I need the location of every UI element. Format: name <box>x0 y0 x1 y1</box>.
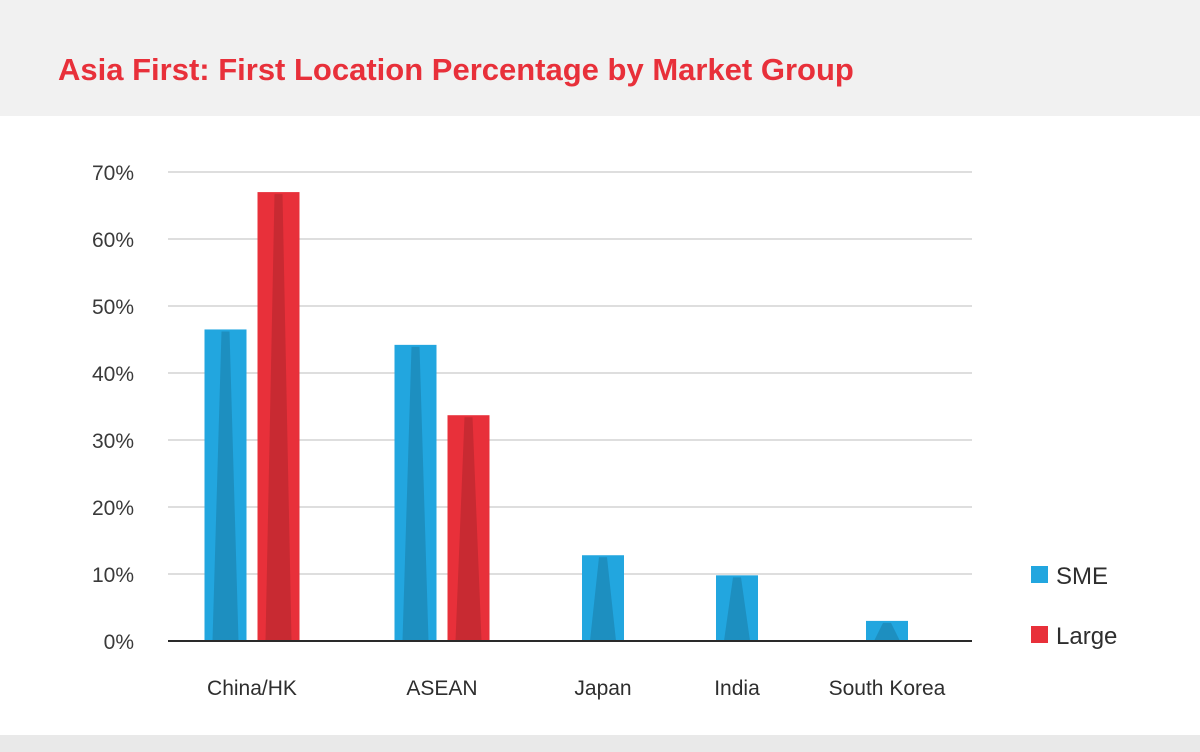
bar-shading <box>874 622 900 641</box>
legend-label-large: Large <box>1056 623 1117 650</box>
bar-shading <box>212 331 239 641</box>
legend: SME Large <box>1031 563 1117 650</box>
y-axis-ticks: 0% 10% 20% 30% 40% 50% 60% 70% <box>92 162 134 654</box>
y-tick-label: 10% <box>92 564 134 587</box>
y-tick-label: 0% <box>104 631 134 654</box>
header-band <box>0 0 1200 116</box>
y-tick-label: 50% <box>92 296 134 319</box>
bars <box>204 192 908 641</box>
y-tick-label: 40% <box>92 363 134 386</box>
x-tick-label-asean: ASEAN <box>406 677 477 700</box>
bar-shading <box>455 417 482 641</box>
x-axis-labels: China/HK ASEAN Japan India South Korea <box>207 677 946 700</box>
y-tick-label: 20% <box>92 497 134 520</box>
x-tick-label-india: India <box>714 677 760 700</box>
bar-shading <box>724 577 750 641</box>
y-tick-label: 60% <box>92 229 134 252</box>
y-tick-label: 30% <box>92 430 134 453</box>
legend-swatch-sme <box>1031 566 1048 583</box>
x-tick-label-china-hk: China/HK <box>207 677 297 700</box>
gridlines <box>168 171 972 575</box>
legend-swatch-large <box>1031 626 1048 643</box>
chart-title: Asia First: First Location Percentage by… <box>58 52 854 87</box>
x-tick-label-japan: Japan <box>574 677 631 700</box>
bar-shading <box>590 557 616 641</box>
x-tick-label-south-korea: South Korea <box>829 677 946 700</box>
footer-band <box>0 735 1200 752</box>
y-tick-label: 70% <box>92 162 134 185</box>
bar-shading <box>402 346 429 641</box>
legend-label-sme: SME <box>1056 563 1108 590</box>
bar-shading <box>265 194 292 641</box>
